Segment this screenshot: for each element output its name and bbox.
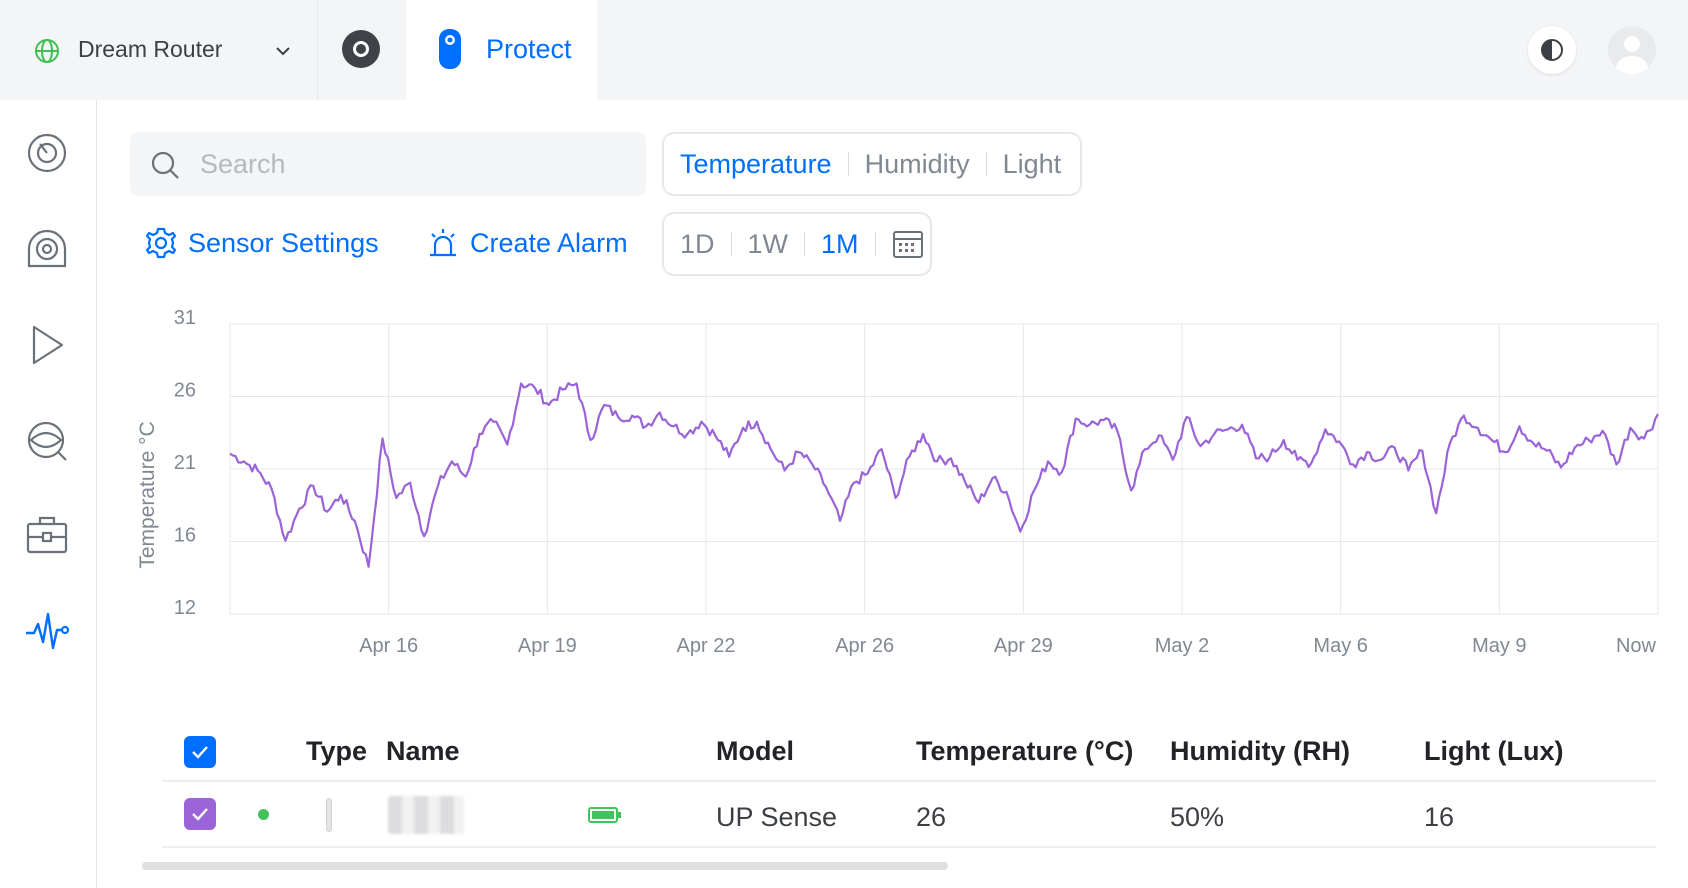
temperature-series-line xyxy=(229,382,1659,568)
create-alarm-label: Create Alarm xyxy=(470,227,628,258)
search-box[interactable] xyxy=(130,132,646,196)
nav-item-detections[interactable] xyxy=(24,418,70,464)
x-tick-label: Apr 19 xyxy=(518,635,577,657)
top-bar: Dream Router Protect xyxy=(0,0,1688,100)
y-tick-label: 12 xyxy=(174,597,196,619)
nav-item-sensors[interactable] xyxy=(24,608,70,654)
protect-app-tab[interactable]: Protect xyxy=(406,0,597,100)
time-range-selector: 1D 1W 1M xyxy=(662,212,932,276)
x-tick-label: Apr 16 xyxy=(359,635,418,657)
cell-model: UP Sense xyxy=(716,802,838,832)
x-tick-label: May 2 xyxy=(1155,635,1209,657)
unifi-os-button[interactable] xyxy=(318,0,406,100)
create-alarm-button[interactable]: Create Alarm xyxy=(426,226,628,260)
y-tick-label: 26 xyxy=(174,380,196,402)
divider xyxy=(874,232,876,256)
briefcase-icon xyxy=(26,516,68,554)
pulse-icon xyxy=(26,612,70,650)
y-tick-label: 31 xyxy=(174,307,196,329)
gear-icon xyxy=(145,227,177,259)
column-header-name[interactable]: Name xyxy=(386,736,460,766)
sensor-settings-label: Sensor Settings xyxy=(188,227,379,258)
table-header: Type Name Model Temperature (°C) Humidit… xyxy=(162,720,1656,782)
x-tick-label: Apr 26 xyxy=(835,635,894,657)
sensor-settings-button[interactable]: Sensor Settings xyxy=(144,226,379,260)
column-header-type[interactable]: Type xyxy=(306,736,368,766)
battery-full-icon xyxy=(588,807,621,823)
y-tick-label: 16 xyxy=(174,525,196,547)
temperature-chart: 31 26 21 16 12 Apr 16 Apr 19 Apr 22 Apr 26 Apr 2… xyxy=(136,307,1659,657)
protect-app-label: Protect xyxy=(486,34,572,64)
divider xyxy=(985,152,987,176)
range-1m[interactable]: 1M xyxy=(821,228,859,259)
cell-humidity: 50% xyxy=(1170,802,1225,832)
x-tick-label: Apr 22 xyxy=(677,635,736,657)
cell-light: 16 xyxy=(1424,802,1455,832)
online-status-dot xyxy=(258,809,269,820)
column-header-model[interactable]: Model xyxy=(716,736,794,766)
column-header-light[interactable]: Light (Lux) xyxy=(1424,736,1564,766)
site-switcher[interactable]: Dream Router xyxy=(0,0,318,100)
side-navigation xyxy=(0,100,97,888)
unifi-os-icon xyxy=(342,30,380,68)
divider xyxy=(847,152,849,176)
x-tick-label: Now xyxy=(1616,635,1657,657)
tab-temperature[interactable]: Temperature xyxy=(680,148,832,179)
camera-devices-icon xyxy=(27,229,67,268)
alarm-siren-icon xyxy=(430,229,456,257)
search-icon xyxy=(151,151,179,179)
x-tick-label: Apr 29 xyxy=(994,635,1053,657)
tab-humidity[interactable]: Humidity xyxy=(864,148,970,179)
dashboard-gauge-icon xyxy=(27,133,67,173)
nav-item-dashboard[interactable] xyxy=(24,130,70,176)
check-icon xyxy=(192,808,208,821)
range-1w[interactable]: 1W xyxy=(747,228,789,259)
metric-selector: Temperature Humidity Light xyxy=(662,132,1082,196)
user-avatar-icon[interactable] xyxy=(1608,26,1656,74)
y-axis-label: Temperature °C xyxy=(136,421,159,568)
table-row[interactable]: UP Sense 26 50% 16 xyxy=(162,782,1656,848)
protect-camera-icon xyxy=(439,29,461,69)
select-all-checkbox[interactable] xyxy=(184,736,216,768)
theme-toggle-button[interactable] xyxy=(1528,26,1576,74)
search-input[interactable] xyxy=(200,144,620,184)
check-icon xyxy=(192,746,208,759)
y-tick-label: 21 xyxy=(174,452,196,474)
play-icon xyxy=(32,325,64,365)
x-tick-label: May 9 xyxy=(1472,635,1526,657)
column-header-temperature[interactable]: Temperature (°C) xyxy=(916,736,1134,766)
x-tick-label: May 6 xyxy=(1313,635,1367,657)
calendar-icon[interactable] xyxy=(892,229,924,259)
nav-item-integrations[interactable] xyxy=(24,512,70,558)
sensor-type-icon xyxy=(326,798,332,832)
eye-search-icon xyxy=(27,421,67,461)
theme-toggle-icon xyxy=(1541,39,1563,61)
divider xyxy=(804,232,806,256)
site-name: Dream Router xyxy=(78,36,223,62)
horizontal-scrollbar[interactable] xyxy=(142,862,948,870)
sensor-name-redacted xyxy=(388,796,464,834)
nav-item-recordings[interactable] xyxy=(24,322,70,368)
cell-temperature: 26 xyxy=(916,802,947,832)
divider xyxy=(730,232,732,256)
globe-icon xyxy=(35,39,59,63)
chevron-down-icon xyxy=(276,47,290,56)
row-checkbox[interactable] xyxy=(184,798,216,830)
nav-item-devices[interactable] xyxy=(24,226,70,272)
tab-light[interactable]: Light xyxy=(1002,148,1062,179)
range-1d[interactable]: 1D xyxy=(680,228,715,259)
column-header-humidity[interactable]: Humidity (RH) xyxy=(1170,736,1350,766)
